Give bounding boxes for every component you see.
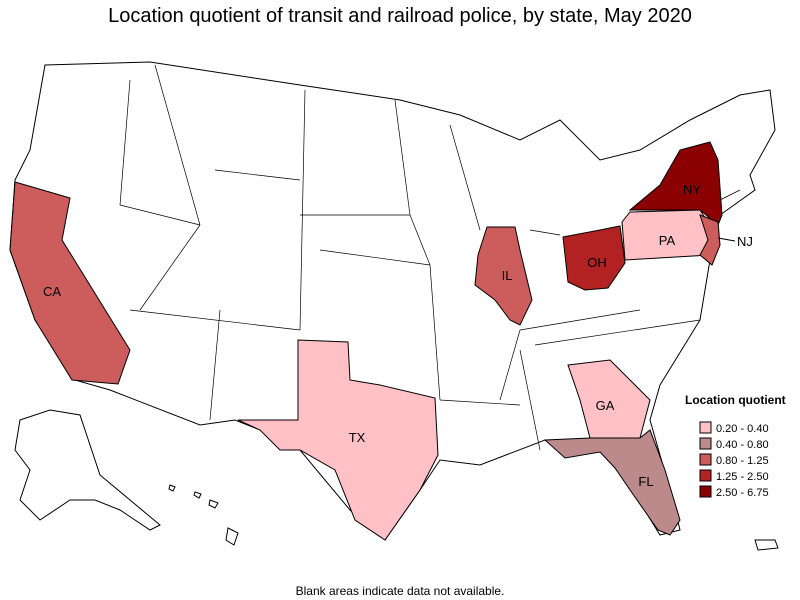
legend-swatch — [699, 421, 712, 434]
state — [474, 226, 533, 326]
legend-swatch — [699, 469, 712, 482]
state — [699, 214, 721, 266]
state-label: IL — [502, 268, 513, 283]
puerto-rico — [754, 539, 779, 551]
state-label: PA — [659, 233, 676, 248]
legend-swatch — [699, 437, 712, 450]
state-label: NY — [683, 182, 701, 197]
state — [237, 339, 439, 541]
legend: 0.20 - 0.40 0.40 - 0.80 0.80 - 1.25 1.25 - … — [699, 421, 769, 499]
map-title: Location quotient of transit and railroa… — [108, 5, 692, 27]
legend-swatch — [699, 453, 712, 466]
legend-title: Location quotient — [685, 393, 786, 407]
state-label: TX — [349, 430, 366, 445]
legend-label: 0.80 - 1.25 — [716, 455, 769, 467]
state — [628, 141, 723, 226]
base-map — [9, 61, 779, 551]
state — [543, 429, 681, 536]
legend-label: 0.20 - 0.40 — [716, 423, 769, 435]
states — [9, 141, 723, 541]
state — [9, 181, 131, 385]
state-label: CA — [43, 284, 61, 299]
legend-label: 0.40 - 0.80 — [716, 439, 769, 451]
label-leader — [717, 237, 736, 242]
state-label: OH — [587, 255, 607, 270]
state — [562, 225, 626, 291]
legend-swatch — [699, 485, 712, 498]
legend-label: 2.50 - 6.75 — [716, 487, 769, 499]
footnote: Blank areas indicate data not available. — [296, 584, 505, 598]
state-label: GA — [596, 398, 615, 413]
state-label: FL — [638, 474, 653, 489]
state-labels: CA TX IL OH PA NY NJ GA FL — [43, 182, 753, 489]
alaska — [14, 409, 161, 531]
legend-label: 1.25 - 2.50 — [716, 471, 769, 483]
state-label: NJ — [737, 234, 753, 249]
hawaii — [168, 484, 239, 546]
